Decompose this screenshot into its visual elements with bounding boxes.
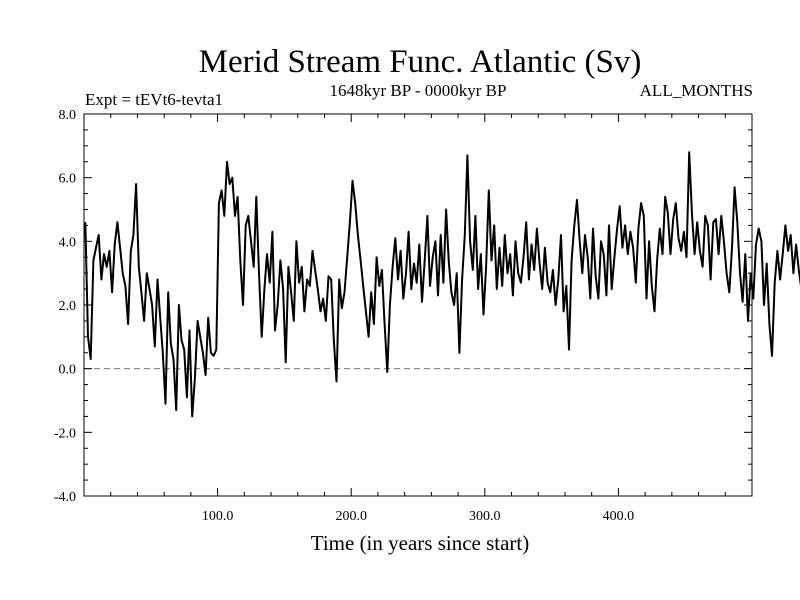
- chart-title: Merid Stream Func. Atlantic (Sv): [199, 44, 642, 80]
- x-tick-label: 400.0: [603, 509, 635, 524]
- y-tick-label: -2.0: [54, 426, 76, 441]
- chart-subtitle: 1648kyr BP - 0000kyr BP: [330, 81, 507, 100]
- plot-frame: [83, 113, 753, 497]
- x-tick-label: 100.0: [202, 509, 234, 524]
- series-line: [84, 151, 800, 418]
- y-tick-label: 6.0: [59, 172, 77, 187]
- x-tick-label: 200.0: [335, 509, 367, 524]
- y-tick-label: 0.0: [59, 363, 77, 378]
- x-tick-label: 300.0: [469, 509, 501, 524]
- y-tick-label: 8.0: [59, 108, 77, 123]
- y-tick-label: -4.0: [54, 490, 76, 505]
- y-tick-label: 4.0: [59, 235, 77, 250]
- x-axis-label: Time (in years since start): [311, 531, 530, 555]
- y-tick-label: 2.0: [59, 299, 77, 314]
- period-label: ALL_MONTHS: [640, 81, 753, 100]
- experiment-label: Expt = tEVt6-tevta1: [85, 90, 223, 109]
